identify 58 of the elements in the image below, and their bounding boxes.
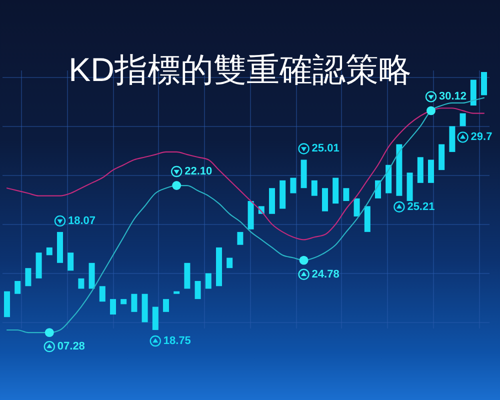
candlestick (78, 278, 84, 289)
candlestick (311, 180, 318, 196)
annotation: 24.78 (312, 268, 340, 280)
chart-title: KD指標的雙重確認策略 (68, 51, 412, 88)
candlestick (36, 252, 42, 278)
candlestick (174, 291, 180, 294)
text: 29.7 (470, 131, 492, 144)
candlestick (300, 160, 307, 188)
candlestick (438, 144, 445, 170)
candlestick (184, 262, 190, 289)
candlestick (248, 201, 254, 230)
candlestick (120, 299, 127, 304)
text: 07.28 (57, 340, 85, 353)
candlestick (364, 206, 370, 232)
point (299, 256, 308, 265)
candlestick (25, 268, 32, 286)
point (426, 106, 436, 116)
candlestick (68, 252, 74, 271)
candlestick (470, 80, 476, 106)
candlestick (428, 160, 434, 183)
text: 25.21 (407, 200, 435, 213)
candlestick (216, 247, 222, 286)
text: 18.07 (68, 214, 96, 227)
candlestick (14, 280, 21, 294)
text: 18.75 (163, 335, 191, 347)
text: 25.01 (312, 142, 340, 155)
candlestick (237, 232, 244, 245)
candlestick (332, 178, 339, 204)
candlestick (322, 188, 328, 212)
candlestick (396, 144, 402, 196)
candlestick (343, 188, 350, 201)
point (172, 181, 182, 190)
candlestick (99, 286, 106, 302)
candlestick (460, 113, 466, 126)
candlestick (88, 262, 95, 289)
point (44, 328, 54, 338)
candlestick (46, 247, 52, 256)
candlestick (354, 198, 360, 216)
annotation: 30.12 (439, 90, 467, 103)
candlestick (481, 72, 487, 96)
candlestick (131, 294, 138, 312)
candlestick (280, 180, 286, 209)
candlestick (152, 306, 158, 330)
candlestick (449, 126, 456, 152)
candlestick (194, 280, 201, 300)
candlestick (406, 172, 413, 201)
candlestick (142, 294, 148, 322)
candlestick (57, 232, 63, 263)
candlestick (386, 164, 392, 194)
candlestick (417, 157, 424, 183)
candlestick (290, 178, 296, 194)
candlestick (163, 299, 169, 312)
candlestick (205, 273, 212, 289)
candlestick (4, 291, 10, 318)
candlestick (226, 258, 233, 268)
candlestick (110, 299, 116, 315)
annotation: 22.10 (184, 166, 212, 178)
candlestick (269, 188, 275, 214)
